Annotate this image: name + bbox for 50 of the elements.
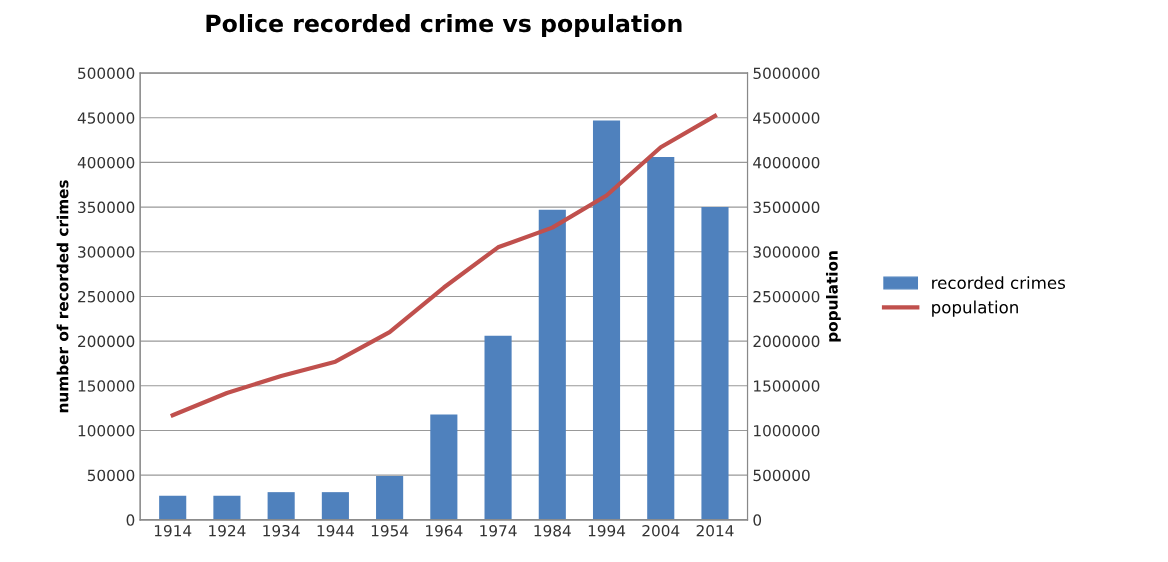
bar bbox=[267, 492, 295, 520]
y-tick-label: 0 bbox=[126, 514, 135, 526]
x-tick-label: 1984 bbox=[534, 524, 571, 537]
y2-tick-label: 5000000 bbox=[753, 67, 820, 80]
bar bbox=[159, 495, 187, 520]
y2-axis-title: population bbox=[825, 251, 841, 342]
bar bbox=[538, 209, 566, 520]
x-tick-label: 1914 bbox=[154, 524, 192, 537]
y-tick-label: 300000 bbox=[78, 246, 135, 258]
y2-tick-label: 3000000 bbox=[753, 246, 820, 258]
x-tick-label: 1934 bbox=[263, 524, 300, 537]
line-series bbox=[170, 113, 718, 418]
y2-tick-label: 2000000 bbox=[753, 335, 820, 348]
x-tick-label: 2014 bbox=[696, 524, 734, 537]
y-tick-label: 100000 bbox=[78, 424, 135, 437]
y-tick-label: 500000 bbox=[78, 67, 135, 80]
y2-tick-label: 1500000 bbox=[754, 380, 820, 392]
y2-tick-label: 3500000 bbox=[753, 201, 820, 214]
y2-tick-label: 500000 bbox=[753, 469, 810, 482]
y2-tick-label: 0 bbox=[753, 514, 762, 526]
y2-tick-label: 4500000 bbox=[753, 112, 820, 124]
y2-tick-label: 2500000 bbox=[753, 290, 820, 303]
x-tick-label: 1954 bbox=[371, 524, 409, 537]
x-tick-label: 1924 bbox=[209, 524, 246, 537]
y-tick-label: 350000 bbox=[78, 201, 135, 214]
y-tick-label: 200000 bbox=[78, 335, 135, 348]
bar bbox=[701, 207, 729, 520]
x-tick-label: 1964 bbox=[426, 524, 463, 537]
y-tick-label: 250000 bbox=[78, 290, 135, 303]
bar bbox=[321, 492, 349, 520]
legend-label: recorded crimes bbox=[932, 276, 1066, 290]
bar bbox=[430, 414, 458, 520]
x-tick-label: 1944 bbox=[317, 524, 354, 537]
x-tick-label: 1994 bbox=[588, 524, 626, 537]
legend-label: population bbox=[932, 300, 1018, 317]
bar bbox=[592, 120, 621, 520]
chart-title: Police recorded crime vs population bbox=[206, 14, 682, 37]
y-axis-title: number of recorded crimes bbox=[56, 180, 69, 413]
y-tick-label: 150000 bbox=[78, 380, 135, 392]
bar bbox=[647, 157, 675, 520]
bar bbox=[376, 476, 404, 520]
x-tick-label: 1974 bbox=[480, 524, 517, 537]
y-tick-label: 50000 bbox=[87, 469, 135, 482]
y2-tick-label: 4000000 bbox=[753, 156, 820, 169]
x-tick-label: 2004 bbox=[642, 524, 680, 537]
bar bbox=[484, 335, 512, 520]
y-tick-label: 400000 bbox=[77, 156, 135, 169]
y2-tick-label: 1000000 bbox=[754, 424, 820, 437]
y-tick-label: 450000 bbox=[77, 112, 135, 124]
bar bbox=[213, 495, 241, 520]
